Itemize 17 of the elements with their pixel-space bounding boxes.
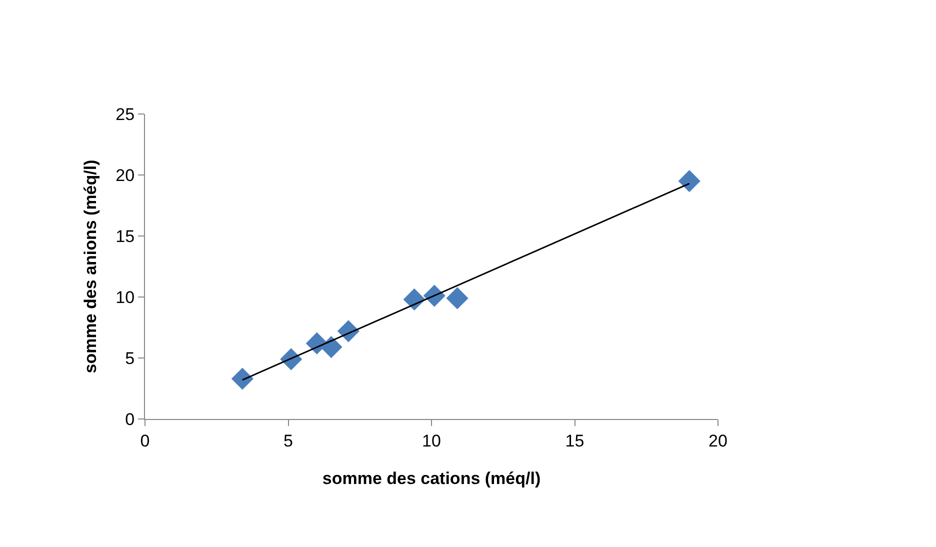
- point: [678, 170, 700, 192]
- y-tick-label: 20: [116, 166, 135, 185]
- x-tick-label: 0: [140, 431, 150, 450]
- point: [231, 368, 254, 390]
- x-axis-title: somme des cations (méq/l): [322, 468, 541, 488]
- y-tick-label: 25: [116, 104, 135, 124]
- x-tick-label: 20: [708, 431, 728, 450]
- point: [320, 336, 342, 358]
- x-tick-label: 5: [284, 431, 293, 450]
- y-tick-label: 5: [125, 348, 135, 368]
- x-tick-label: 15: [565, 431, 584, 450]
- y-tick-label: 10: [116, 288, 135, 307]
- y-axis-title: somme des anions (méq/l): [81, 160, 100, 374]
- point: [446, 287, 468, 310]
- y-tick-label: 0: [125, 410, 135, 429]
- x-tick-label: 10: [422, 431, 441, 450]
- y-tick-label: 15: [116, 226, 135, 246]
